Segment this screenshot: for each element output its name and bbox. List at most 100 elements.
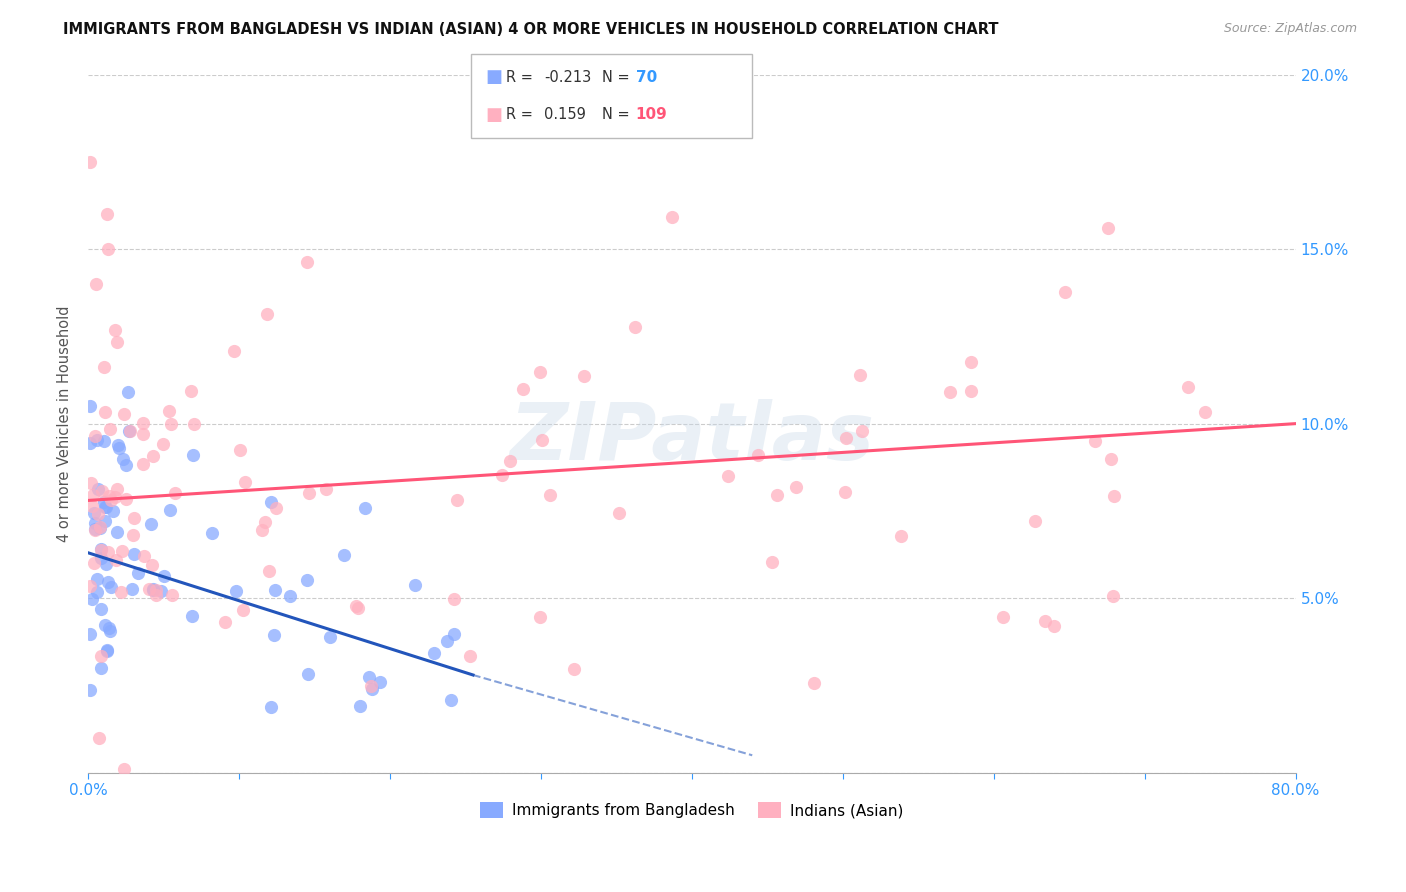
Point xyxy=(93,434,115,448)
Point xyxy=(97,489,120,503)
Point xyxy=(83,506,105,520)
Point xyxy=(138,582,160,596)
Point xyxy=(93,617,115,632)
Point xyxy=(122,547,145,561)
Point xyxy=(87,507,110,521)
Point xyxy=(82,488,104,502)
Point xyxy=(80,592,103,607)
Point xyxy=(94,500,117,514)
Point xyxy=(890,529,912,543)
Point xyxy=(96,642,118,657)
Point xyxy=(263,628,285,642)
Point xyxy=(110,544,132,558)
Point xyxy=(120,424,142,438)
Point xyxy=(404,577,426,591)
Point xyxy=(460,648,482,663)
Point xyxy=(105,482,128,496)
Point xyxy=(259,495,281,509)
Point xyxy=(79,154,101,169)
Point xyxy=(1084,434,1107,448)
Point xyxy=(353,501,375,516)
Point xyxy=(159,503,181,517)
Point xyxy=(80,499,103,513)
Point xyxy=(152,437,174,451)
Point xyxy=(121,582,143,596)
Point xyxy=(79,579,101,593)
Point xyxy=(86,585,108,599)
Point xyxy=(849,368,872,382)
Point xyxy=(83,429,105,443)
Text: -0.213: -0.213 xyxy=(544,70,592,85)
Point xyxy=(960,384,983,399)
Point xyxy=(112,451,135,466)
Point xyxy=(104,490,127,504)
Point xyxy=(1194,405,1216,419)
Point xyxy=(214,615,236,629)
Point xyxy=(315,482,337,496)
Point xyxy=(538,487,561,501)
Point xyxy=(257,564,280,578)
Point xyxy=(132,549,155,563)
Point xyxy=(90,550,112,565)
Point xyxy=(360,679,382,693)
Point xyxy=(105,552,128,566)
Point xyxy=(333,548,356,562)
Point xyxy=(512,382,534,396)
Point xyxy=(607,506,630,520)
Point xyxy=(232,603,254,617)
Point xyxy=(84,524,107,538)
Text: 109: 109 xyxy=(636,107,668,122)
Point xyxy=(572,369,595,384)
Point xyxy=(142,583,165,598)
Point xyxy=(253,516,276,530)
Point xyxy=(344,599,367,614)
Point xyxy=(90,541,112,556)
Point xyxy=(139,517,162,532)
Point xyxy=(200,525,222,540)
Point xyxy=(499,454,522,468)
Point xyxy=(112,407,135,421)
Point xyxy=(115,458,138,473)
Point xyxy=(264,500,287,515)
Text: N =: N = xyxy=(602,70,634,85)
Point xyxy=(110,585,132,599)
Point xyxy=(89,601,111,615)
Point xyxy=(86,572,108,586)
Point xyxy=(142,449,165,463)
Point xyxy=(83,556,105,570)
Point xyxy=(443,626,465,640)
Point xyxy=(124,510,146,524)
Point xyxy=(89,521,111,535)
Point xyxy=(101,503,124,517)
Point xyxy=(785,480,807,494)
Point xyxy=(162,588,184,602)
Point xyxy=(100,580,122,594)
Point xyxy=(278,590,301,604)
Point xyxy=(529,365,551,379)
Point xyxy=(1024,514,1046,528)
Point xyxy=(98,422,121,436)
Point xyxy=(84,516,107,531)
Point xyxy=(79,682,101,697)
Text: ZIPatlas: ZIPatlas xyxy=(509,399,875,476)
Point xyxy=(834,484,856,499)
Point xyxy=(79,399,101,413)
Point xyxy=(90,649,112,664)
Text: 70: 70 xyxy=(636,70,657,85)
Text: R =: R = xyxy=(506,70,537,85)
Point xyxy=(97,545,120,559)
Point xyxy=(180,384,202,398)
Point xyxy=(107,438,129,452)
Point xyxy=(295,573,318,587)
Point xyxy=(98,624,121,638)
Point xyxy=(132,417,155,431)
Point xyxy=(228,442,250,457)
Point xyxy=(97,575,120,590)
Point xyxy=(368,675,391,690)
Point xyxy=(97,242,120,256)
Point xyxy=(79,476,101,491)
Point xyxy=(89,520,111,534)
Point xyxy=(83,523,105,537)
Text: N =: N = xyxy=(602,107,634,122)
Point xyxy=(440,693,463,707)
